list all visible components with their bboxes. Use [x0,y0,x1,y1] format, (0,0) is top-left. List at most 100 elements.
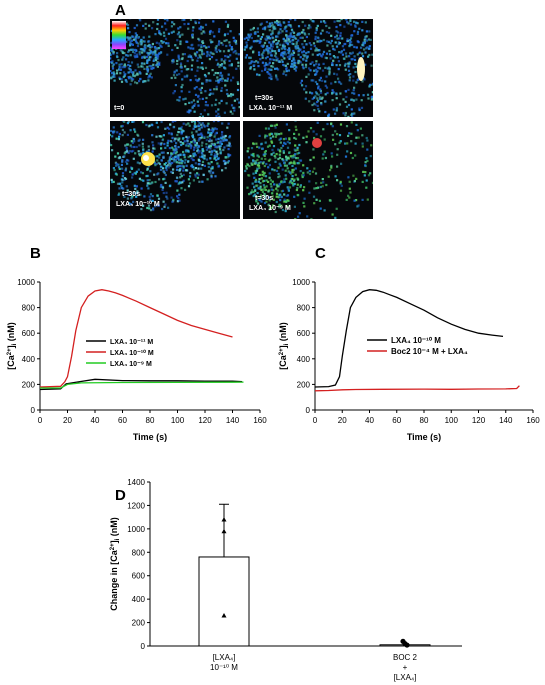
fluorescence-speck [146,68,149,71]
fluorescence-speck [279,24,283,27]
fluorescence-speck [258,53,261,56]
fluorescence-speck [321,185,324,188]
fluorescence-speck [213,155,216,158]
fluorescence-speck [195,86,198,89]
fluorescence-speck [175,180,178,183]
fluorescence-speck [170,133,173,136]
fluorescence-speck [147,58,150,61]
fluorescence-speck [275,123,278,126]
fluorescence-speck [116,52,119,55]
fluorescence-speck [120,63,123,66]
fluorescence-speck [164,181,167,184]
fluorescence-speck [176,33,179,36]
fluorescence-speck [121,128,124,132]
fluorescence-speck [274,38,277,41]
fluorescence-speck [201,134,204,137]
fluorescence-speck [200,167,203,170]
fluorescence-speck [154,46,157,49]
fluorescence-speck [225,39,228,42]
fluorescence-speck [181,181,184,184]
fluorescence-speck [210,161,213,164]
fluorescence-speck [292,31,296,34]
fluorescence-speck [124,167,128,170]
fluorescence-speck [125,149,128,152]
fluorescence-speck [347,115,350,117]
fluorescence-speck [198,127,201,130]
fluorescence-speck [332,108,335,111]
fluorescence-speck [158,162,162,166]
fluorescence-speck [282,151,285,154]
fluorescence-speck [314,103,317,106]
y-tick-label: 600 [297,329,311,338]
fluorescence-speck [192,152,195,155]
fluorescence-speck [299,56,302,59]
fluorescence-speck [212,171,215,174]
fluorescence-speck [325,31,328,34]
fluorescence-speck [291,30,294,33]
fluorescence-speck [336,153,339,156]
fluorescence-speck [353,30,356,33]
fluorescence-speck [321,79,324,82]
fluorescence-speck [326,67,329,70]
fluorescence-speck [225,89,228,92]
fluorescence-speck [317,107,320,111]
fluorescence-speck [337,80,340,83]
fluorescence-speck [332,59,335,62]
fluorescence-speck [345,105,349,108]
fluorescence-speck [363,38,366,41]
fluorescence-speck [156,57,159,60]
fluorescence-speck [173,160,176,163]
fluorescence-speck [201,149,205,152]
fluorescence-speck [347,73,350,77]
fluorescence-speck [285,66,288,69]
fluorescence-speck [332,55,335,58]
fluorescence-speck [294,218,297,219]
fluorescence-speck [297,62,300,65]
fluorescence-speck [209,169,212,172]
fluorescence-speck [334,36,337,39]
fluorescence-speck [283,40,286,43]
fluorescence-speck [197,56,200,59]
fluorescence-speck [152,147,155,150]
fluorescence-speck [291,62,294,65]
fluorescence-speck [200,32,203,35]
fluorescence-speck [355,21,358,24]
fluorescence-speck [205,96,208,100]
fluorescence-speck [365,30,368,33]
fluorescence-speck [151,141,154,144]
fluorescence-speck [311,61,314,64]
fluorescence-speck [317,186,320,189]
fluorescence-speck [320,39,323,43]
fluorescence-speck [196,100,199,103]
fluorescence-speck [305,43,308,46]
fluorescence-speck [196,149,199,153]
fluorescence-speck [268,41,271,44]
micrograph-treatment-label: LXA₄ 10⁻¹¹ M [249,105,293,112]
fluorescence-speck [285,123,288,126]
fluorescence-speck [238,106,240,109]
fluorescence-speck [157,197,161,200]
fluorescence-speck [181,142,184,145]
fluorescence-speck [292,35,295,38]
fluorescence-speck [344,62,347,65]
fluorescence-speck [316,49,319,52]
fluorescence-speck [267,46,270,50]
fluorescence-speck [110,49,113,52]
fluorescence-speck [206,50,209,54]
fluorescence-speck [177,156,180,159]
fluorescence-speck [236,98,239,101]
fluorescence-speck [224,156,227,159]
fluorescence-speck [276,43,279,46]
fluorescence-speck [290,65,293,68]
fluorescence-speck [205,145,208,149]
fluorescence-speck [178,182,181,185]
fluorescence-speck [249,67,252,70]
fluorescence-speck [221,131,224,134]
fluorescence-speck [197,167,200,170]
fluorescence-speck [364,171,367,174]
fluorescence-speck [268,61,271,64]
fluorescence-speck [313,187,316,190]
y-tick-label: 200 [132,619,146,628]
fluorescence-speck [168,127,171,131]
fluorescence-speck [137,168,140,171]
